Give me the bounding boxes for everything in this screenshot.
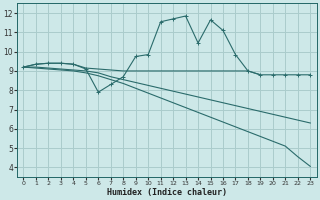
X-axis label: Humidex (Indice chaleur): Humidex (Indice chaleur) <box>107 188 227 197</box>
